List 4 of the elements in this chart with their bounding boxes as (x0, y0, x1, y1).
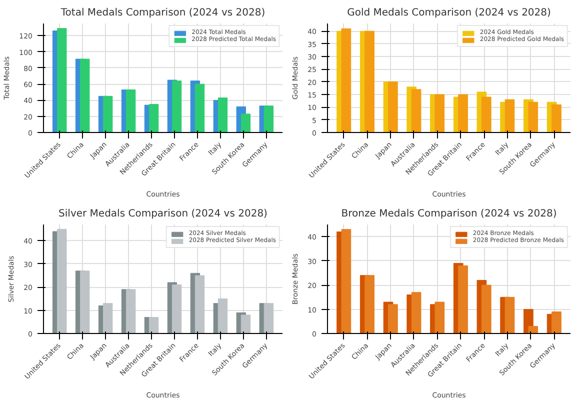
chart-title: Silver Medals Comparison (2024 vs 2028) (58, 208, 268, 220)
chart-title: Gold Medals Comparison (2024 vs 2028) (347, 8, 552, 18)
chart-title: Bronze Medals Comparison (2024 vs 2028) (341, 208, 557, 220)
chart-title: Total Medals Comparison (2024 vs 2028) (60, 8, 266, 18)
